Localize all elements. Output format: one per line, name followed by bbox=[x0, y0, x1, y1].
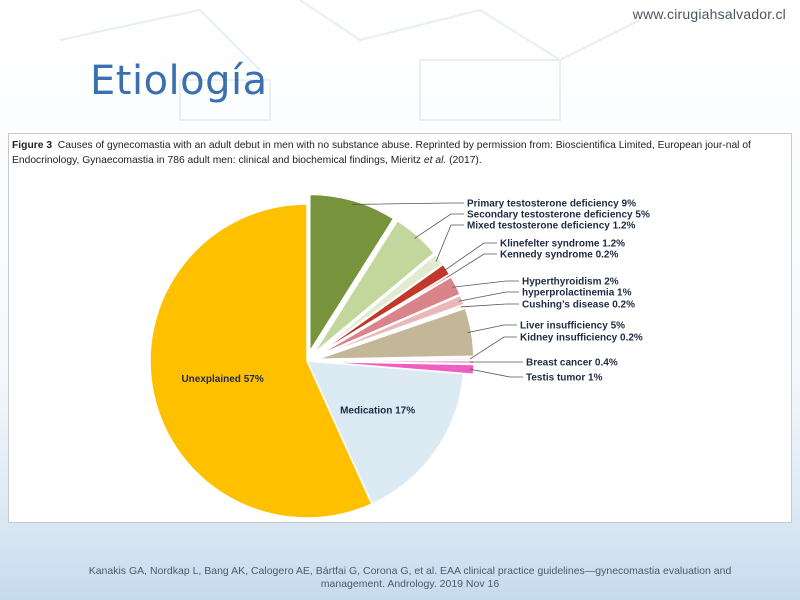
pie-label-klinefelter-syndrome: Klinefelter syndrome 1.2% bbox=[500, 239, 625, 250]
pie-label-hyperthyroidism: Hyperthyroidism 2% bbox=[522, 277, 619, 288]
pie-slices bbox=[149, 193, 475, 519]
pie-leader-secondary-testosterone-deficiency bbox=[414, 213, 464, 239]
pie-leader-kidney-insufficiency bbox=[469, 336, 517, 360]
pie-leader-hyperprolactinemia bbox=[458, 291, 519, 302]
pie-label-kidney-insufficiency: Kidney insufficiency 0.2% bbox=[520, 333, 643, 344]
pie-label-unexplained: Unexplained 57% bbox=[181, 374, 263, 385]
figure-caption-end: (2017). bbox=[446, 155, 482, 166]
pie-label-testis-tumor: Testis tumor 1% bbox=[526, 373, 603, 384]
pie-label-kennedy-syndrome: Kennedy syndrome 0.2% bbox=[500, 250, 618, 261]
pie-label-liver-insufficiency: Liver insufficiency 5% bbox=[520, 321, 625, 332]
pie-leader-testis-tumor bbox=[469, 368, 523, 378]
pie-label-secondary-testosterone-deficiency: Secondary testosterone deficiency 5% bbox=[467, 210, 650, 221]
pie-slice-hyperthyroidism bbox=[315, 275, 462, 358]
figure-caption: Figure 3 Causes of gynecomastia with an … bbox=[12, 138, 782, 168]
pie-label-mixed-testosterone-deficiency: Mixed testosterone deficiency 1.2% bbox=[467, 221, 636, 232]
site-url: www.cirugiahsalvador.cl bbox=[632, 6, 786, 22]
pie-leader-klinefelter-syndrome bbox=[442, 242, 497, 272]
pie-slice-secondary-testosterone-deficiency bbox=[312, 219, 436, 355]
figure-caption-text: Causes of gynecomastia with an adult deb… bbox=[12, 140, 751, 166]
reference-citation: Kanakis GA, Nordkap L, Bang AK, Calogero… bbox=[60, 565, 760, 591]
pie-label-primary-testosterone-deficiency: Primary testosterone deficiency 9% bbox=[467, 199, 636, 210]
pie-labels: Primary testosterone deficiency 9%Second… bbox=[181, 199, 649, 417]
pie-leader-lines bbox=[352, 202, 523, 378]
pie-leader-mixed-testosterone-deficiency bbox=[435, 224, 464, 262]
pie-leader-hyperthyroidism bbox=[452, 280, 519, 288]
reference-line-1: Kanakis GA, Nordkap L, Bang AK, Calogero… bbox=[88, 565, 732, 577]
pie-leader-kennedy-syndrome bbox=[446, 253, 497, 278]
figure-label: Figure 3 bbox=[12, 140, 53, 151]
pie-slice-unexplained bbox=[149, 203, 373, 519]
pie-slice-mixed-testosterone-deficiency bbox=[314, 253, 444, 356]
reference-line-2: management. Andrology. 2019 Nov 16 bbox=[320, 578, 500, 590]
pie-label-breast-cancer: Breast cancer 0.4% bbox=[526, 358, 618, 369]
pie-slice-primary-testosterone-deficiency bbox=[309, 193, 395, 354]
pie-label-cushing-s-disease: Cushing’s disease 0.2% bbox=[522, 300, 635, 311]
pie-leader-liver-insufficiency bbox=[467, 324, 517, 333]
slide-title: Etiología bbox=[90, 58, 268, 104]
pie-leader-cushing-s-disease bbox=[460, 303, 519, 308]
pie-label-medication: Medication 17% bbox=[340, 406, 415, 417]
pie-slice-medication bbox=[305, 360, 465, 505]
figure-caption-italic: et al. bbox=[423, 155, 447, 166]
pie-label-hyperprolactinemia: hyperprolactinemia 1% bbox=[522, 288, 632, 299]
pie-leader-primary-testosterone-deficiency bbox=[352, 202, 464, 205]
